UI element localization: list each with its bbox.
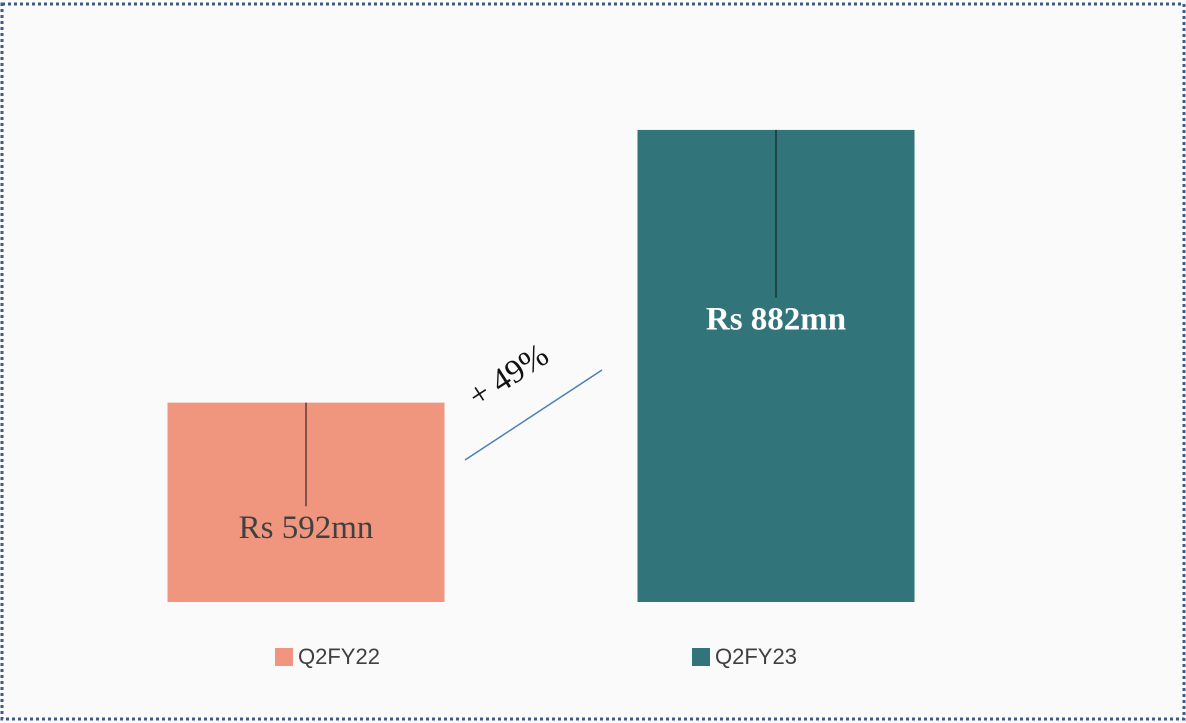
legend-swatch xyxy=(275,648,293,666)
legend-label: Q2FY22 xyxy=(298,644,380,669)
value-label: Rs 592mn xyxy=(239,510,374,546)
value-label: Rs 882mn xyxy=(706,302,846,338)
legend-swatch xyxy=(692,648,710,666)
growth-connector xyxy=(464,369,603,461)
legend-label: Q2FY23 xyxy=(715,644,797,669)
